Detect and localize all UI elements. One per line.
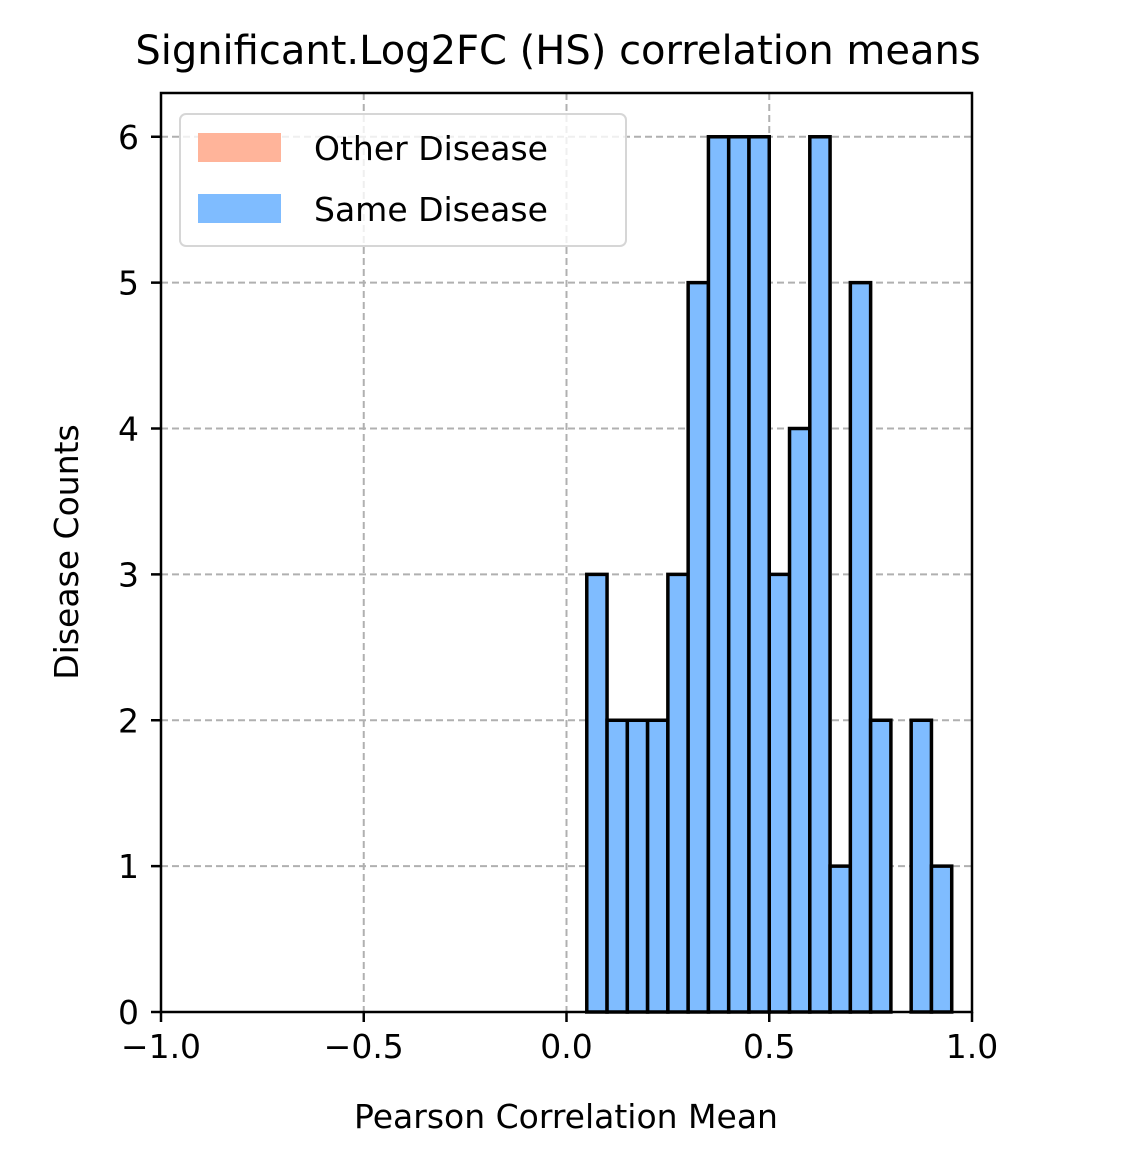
legend-swatch-other-disease <box>198 133 281 162</box>
bar-same-5 <box>686 280 711 1014</box>
y-tick-label-0: 0 <box>118 993 139 1032</box>
y-tick-label-2: 2 <box>118 701 139 740</box>
bar-same-0 <box>585 572 609 1014</box>
x-tick-label-2: 0.0 <box>540 1027 592 1066</box>
histogram-bars <box>585 135 954 1014</box>
bar-same-14 <box>868 718 893 1014</box>
y-tick-label-1: 1 <box>118 847 139 886</box>
y-tick-label-4: 4 <box>118 410 139 449</box>
bar-same-3 <box>645 718 670 1014</box>
x-axis-label: Pearson Correlation Mean <box>354 1097 778 1136</box>
y-tick-label-3: 3 <box>118 555 139 594</box>
bar-same-2 <box>625 718 650 1014</box>
x-tick-label-4: 1.0 <box>946 1027 998 1066</box>
legend-frame <box>179 113 627 247</box>
bar-same-6 <box>706 135 731 1014</box>
bar-same-12 <box>828 864 853 1014</box>
y-tick-label-5: 5 <box>118 264 139 303</box>
tick-labels: −1.0 −0.5 0.0 0.5 1.0 0 1 2 3 4 5 6 <box>118 118 998 1066</box>
y-axis-label: Disease Counts <box>47 424 86 679</box>
bar-same-15 <box>909 718 934 1014</box>
bar-same-13 <box>848 280 873 1014</box>
x-tick-label-1: −0.5 <box>324 1027 404 1066</box>
bar-same-9 <box>767 572 792 1014</box>
legend-label-other-disease: Other Disease <box>314 129 548 168</box>
legend-swatch-same-disease <box>198 194 281 223</box>
bar-same-10 <box>787 426 812 1014</box>
bar-same-16 <box>929 864 954 1014</box>
legend: Other Disease Same Disease <box>179 113 627 247</box>
bar-same-4 <box>666 572 690 1014</box>
x-tick-label-3: 0.5 <box>743 1027 795 1066</box>
bar-same-8 <box>747 135 771 1014</box>
chart-title: Significant.Log2FC (HS) correlation mean… <box>135 28 980 74</box>
legend-label-same-disease: Same Disease <box>314 190 548 229</box>
x-tick-label-0: −1.0 <box>121 1027 201 1066</box>
bar-same-1 <box>605 718 630 1014</box>
bar-same-7 <box>726 135 751 1014</box>
y-tick-label-6: 6 <box>118 118 139 157</box>
bar-same-11 <box>808 135 832 1014</box>
